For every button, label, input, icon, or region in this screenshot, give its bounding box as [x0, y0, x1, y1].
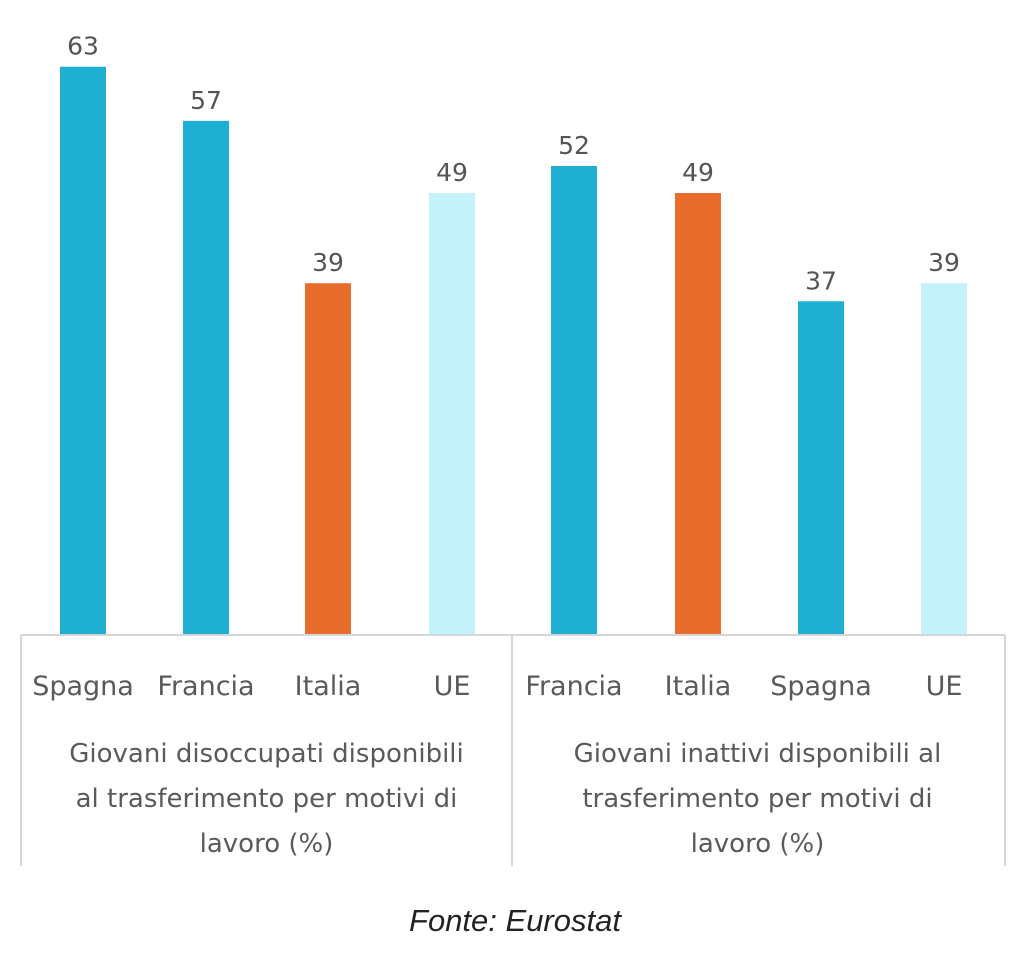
data-label: 52: [558, 131, 590, 160]
bar-francia: [551, 165, 597, 635]
data-label: 49: [682, 158, 714, 187]
bar-spagna: [60, 66, 106, 636]
category-label: Francia: [525, 671, 622, 702]
bar-chart: 63 Spagna 57 Francia 39 Italia 49 UE Giovani dis…: [20, 32, 1006, 866]
data-label: 39: [928, 248, 960, 277]
data-label: 37: [805, 266, 837, 295]
category-label: Spagna: [32, 671, 134, 702]
group-label: lavoro (%): [200, 829, 334, 859]
category-label: Spagna: [770, 671, 872, 702]
group-label: trasferimento per motivi di: [582, 784, 932, 814]
bar-francia: [183, 120, 229, 636]
category-label: UE: [926, 671, 963, 702]
bar-italia: [675, 193, 721, 635]
data-label: 63: [67, 32, 99, 61]
bar-spagna: [798, 301, 844, 635]
category-label: Francia: [157, 671, 254, 702]
category-label: Italia: [295, 671, 362, 702]
category-label: Italia: [665, 671, 732, 702]
source-note: Fonte: Eurostat: [409, 903, 621, 938]
category-label: UE: [434, 671, 471, 702]
data-label: 39: [312, 248, 344, 277]
bar-italia: [305, 283, 351, 635]
bar-ue: [921, 283, 967, 635]
bar-ue: [429, 193, 475, 635]
data-label: 57: [190, 86, 222, 115]
group-label: lavoro (%): [691, 829, 825, 859]
group-label: Giovani disoccupati disponibili: [69, 739, 464, 769]
group-label: Giovani inattivi disponibili al: [574, 739, 942, 769]
group-label: al trasferimento per motivi di: [76, 784, 458, 814]
data-label: 49: [436, 158, 468, 187]
